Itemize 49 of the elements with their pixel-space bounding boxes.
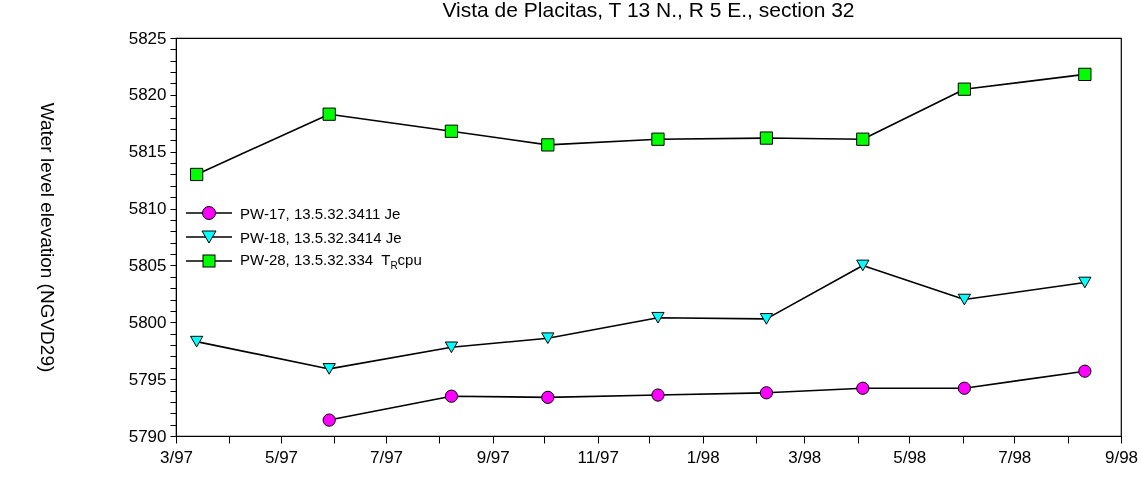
- point: [651, 388, 665, 402]
- legend-label: PW-17, 13.5.32.3411 Je: [240, 204, 401, 222]
- point: [444, 389, 459, 403]
- y-tick-label: 5795: [128, 369, 167, 389]
- x-tick-label: 9/98: [1104, 447, 1139, 467]
- point: [957, 82, 971, 96]
- x-tick-label: 3/98: [788, 447, 822, 467]
- point: [190, 335, 204, 348]
- point: [1078, 364, 1092, 378]
- x-tick-label: 7/97: [369, 447, 404, 467]
- point: [651, 311, 665, 324]
- legend-label: PW-18, 13.5.32.3414 Je: [240, 228, 402, 246]
- point: [444, 341, 459, 354]
- point: [957, 381, 971, 395]
- point: [856, 259, 870, 272]
- point: [1078, 276, 1092, 289]
- y-tick-label: 5820: [128, 85, 167, 105]
- point: [444, 124, 459, 138]
- x-tick-label: 11/97: [577, 447, 619, 467]
- legend-label: PW-28, 13.5.32.334 T$_{R}$cpu: [240, 251, 422, 272]
- y-axis-title: Water level elevation (NGVD29): [36, 102, 58, 373]
- point: [957, 293, 971, 306]
- point: [322, 363, 336, 375]
- y-tick-label: 5815: [128, 142, 167, 162]
- x-tick-label: 1/98: [686, 447, 720, 467]
- point: [541, 138, 555, 152]
- point: [759, 313, 774, 325]
- point: [856, 132, 870, 146]
- x-tick-label: 5/97: [264, 447, 299, 467]
- y-tick-label: 5810: [128, 199, 167, 219]
- point: [651, 132, 665, 146]
- x-tick-label: 7/98: [998, 447, 1032, 467]
- chart-title: Vista de Placitas, T 13 N., R 5 E., section 32: [442, 0, 855, 21]
- point: [190, 167, 204, 182]
- point: [1078, 67, 1092, 82]
- x-tick-label: 3/97: [159, 447, 194, 467]
- y-tick-label: 5825: [128, 28, 167, 48]
- point: [541, 390, 555, 404]
- y-tick-label: 5790: [128, 426, 167, 446]
- point: [759, 386, 774, 400]
- x-tick-label: 5/98: [893, 447, 927, 467]
- point: [322, 413, 336, 427]
- point: [322, 107, 336, 121]
- y-tick-label: 5800: [128, 312, 167, 332]
- point: [541, 332, 555, 345]
- point: [856, 381, 870, 395]
- x-tick-label: 9/97: [476, 447, 510, 467]
- point: [759, 131, 774, 145]
- y-tick-label: 5805: [128, 255, 167, 275]
